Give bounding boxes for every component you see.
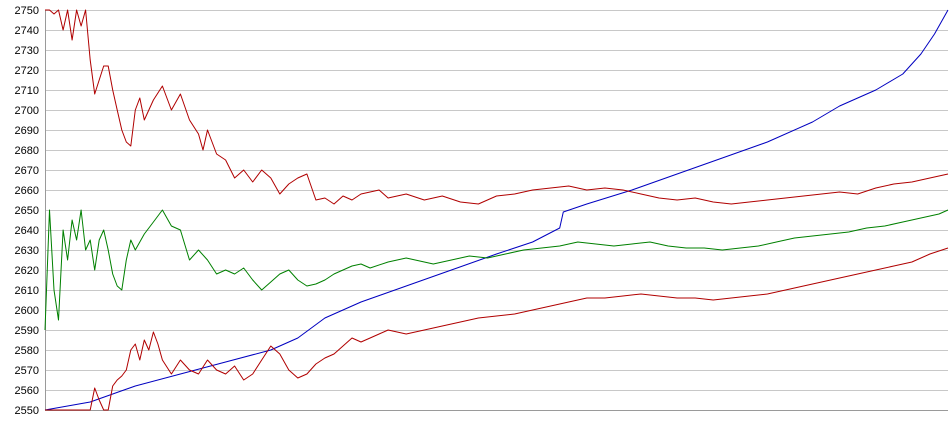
y-tick-label: 2680: [15, 145, 39, 157]
series-group: [44, 9, 949, 411]
y-tick-label: 2600: [15, 305, 39, 317]
y-tick-label: 2730: [15, 45, 39, 57]
y-tick-label: 2570: [15, 365, 39, 377]
y-tick-label: 2740: [15, 25, 39, 37]
y-tick-label: 2560: [15, 385, 39, 397]
y-tick-label: 2610: [15, 285, 39, 297]
y-axis-tick-labels: 2550 2560 2570 2580 2590 2600 2610 2620 2630 2640…: [15, 5, 39, 417]
series-line-4: [45, 247, 949, 411]
y-tick-label: 2590: [15, 325, 39, 337]
y-tick-label: 2670: [15, 165, 39, 177]
y-tick-label: 2690: [15, 125, 39, 137]
y-tick-label: 2580: [15, 345, 39, 357]
y-tick-label: 2660: [15, 185, 39, 197]
y-tick-label: 2750: [15, 5, 39, 17]
y-tick-label: 2720: [15, 65, 39, 77]
y-tick-label: 2550: [15, 405, 39, 417]
series-line-3: [44, 209, 949, 331]
y-tick-label: 2710: [15, 85, 39, 97]
y-tick-label: 2640: [15, 225, 39, 237]
y-tick-label: 2620: [15, 265, 39, 277]
series-line-2: [45, 9, 949, 205]
grid-lines: [45, 10, 948, 411]
series-line-1: [44, 9, 949, 411]
y-tick-label: 2630: [15, 245, 39, 257]
y-tick-label: 2650: [15, 205, 39, 217]
y-tick-label: 2700: [15, 105, 39, 117]
